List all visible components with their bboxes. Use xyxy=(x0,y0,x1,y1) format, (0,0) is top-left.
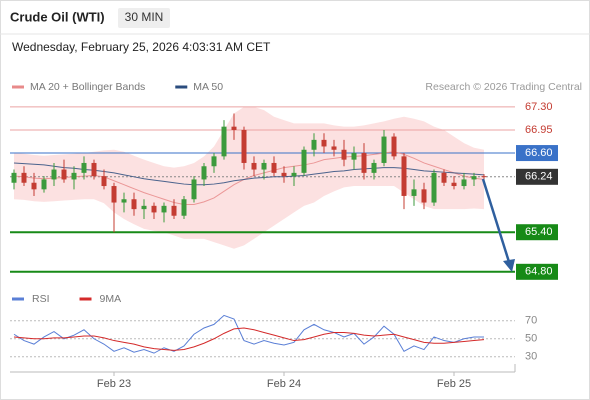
level-badge xyxy=(516,224,558,241)
legend-label: RSI xyxy=(32,293,50,305)
legend-label: 9MA xyxy=(100,293,122,305)
candle-body xyxy=(141,205,147,210)
candle-body xyxy=(261,162,267,170)
candle-body xyxy=(121,199,127,203)
level-label: 64.80 xyxy=(525,266,553,278)
candle-body xyxy=(91,162,97,177)
candle-body xyxy=(151,205,157,213)
candle-body xyxy=(51,169,57,180)
candle-body xyxy=(421,189,427,203)
candle-body xyxy=(451,182,457,187)
source: Research © 2026 Trading Central xyxy=(425,81,582,93)
candle-body xyxy=(111,186,117,203)
datetime: Wednesday, February 25, 2026 4:03:31 AM … xyxy=(12,40,271,54)
arrow-head xyxy=(503,259,515,272)
candle-body xyxy=(211,156,217,167)
y-tick-label: 30 xyxy=(525,351,537,363)
arrow-shaft xyxy=(481,178,511,263)
candle-body xyxy=(341,149,347,160)
indicator-line xyxy=(13,314,484,354)
candle-body xyxy=(351,153,357,160)
candle-body xyxy=(311,139,317,150)
x-tick-label: Feb 25 xyxy=(437,378,471,390)
candle-body xyxy=(161,205,167,213)
candle-body xyxy=(101,176,107,187)
candle-body xyxy=(431,172,437,203)
candle-body xyxy=(41,179,47,190)
candle-body xyxy=(191,179,197,200)
indicator-line xyxy=(13,327,485,351)
candle-body xyxy=(271,162,277,173)
legend-label: MA 50 xyxy=(193,81,223,93)
candle-body xyxy=(81,162,87,173)
candle-body xyxy=(231,126,237,130)
candle-body xyxy=(381,136,387,163)
candle-body xyxy=(221,126,227,157)
instrument-title: Crude Oil (WTI) xyxy=(10,9,105,24)
level-label: 66.24 xyxy=(525,171,553,183)
level-label: 66.60 xyxy=(525,147,553,159)
interval-badge xyxy=(118,8,170,28)
candle-body xyxy=(131,199,137,210)
candle-body xyxy=(401,156,407,196)
candle-body xyxy=(441,172,447,183)
candle-body xyxy=(201,166,207,180)
candle-body xyxy=(181,199,187,216)
level-badge xyxy=(516,168,558,185)
plot: MA 20 + Bollinger Bands MA 50 67.30 66.95 66… xyxy=(10,81,558,390)
candle-body xyxy=(281,172,287,177)
x-tick-label: Feb 23 xyxy=(97,378,131,390)
candle-body xyxy=(21,172,27,183)
candle-body xyxy=(291,172,297,177)
candle-body xyxy=(321,139,327,147)
candle-body xyxy=(411,189,417,196)
y-tick-label: 50 xyxy=(525,333,537,345)
level-badge xyxy=(516,263,558,280)
candle-body xyxy=(31,182,37,190)
candle-body xyxy=(251,162,257,170)
x-tick-label: Feb 24 xyxy=(267,378,301,390)
candle-body xyxy=(471,176,477,180)
candle-body xyxy=(241,129,247,163)
level-label: 65.40 xyxy=(525,226,553,238)
candle-body xyxy=(301,149,307,173)
candle-body xyxy=(171,205,177,216)
candle-body xyxy=(361,153,367,173)
candle-body xyxy=(481,176,487,178)
interval-label: 30 MIN xyxy=(125,10,164,24)
candle-body xyxy=(11,172,17,183)
forecast-arrow xyxy=(481,178,515,272)
candle-body xyxy=(371,162,377,173)
level-badge xyxy=(516,145,558,162)
legend-label: MA 20 + Bollinger Bands xyxy=(30,81,145,93)
y-tick-label: 70 xyxy=(525,315,537,327)
level-label: 66.95 xyxy=(525,124,553,136)
candle-body xyxy=(61,169,67,180)
candle-body xyxy=(71,172,77,180)
candle-body xyxy=(461,179,467,187)
candle-body xyxy=(391,136,397,157)
level-label: 67.30 xyxy=(525,101,553,113)
candle-body xyxy=(331,146,337,150)
